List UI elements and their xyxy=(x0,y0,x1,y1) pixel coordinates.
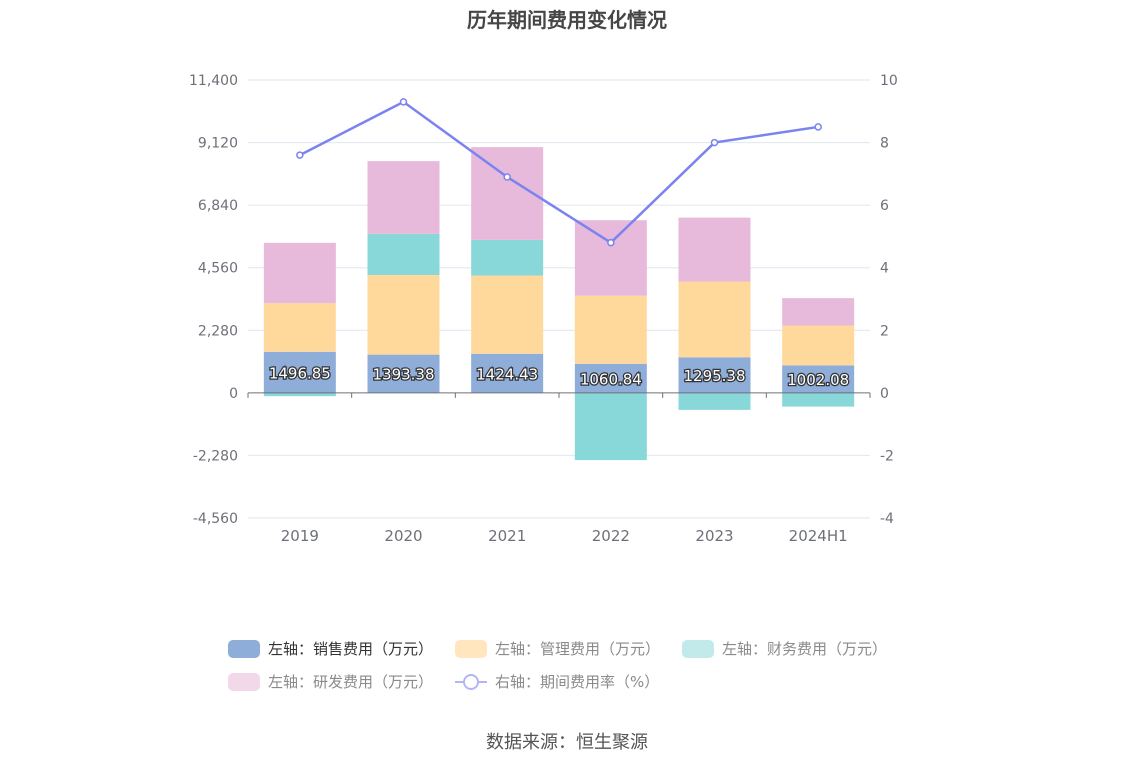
rate-point xyxy=(607,238,615,247)
legend-item-rnd[interactable]: 左轴：研发费用（万元） xyxy=(228,671,433,692)
bar-segment xyxy=(782,392,855,407)
left-axis-tick-label: 0 xyxy=(229,386,238,402)
bar-data-label: 1393.38 xyxy=(372,366,434,384)
chart-title: 历年期间费用变化情况 xyxy=(467,8,667,32)
data-source-note: 数据来源：恒生聚源 xyxy=(486,732,648,753)
bar-segment xyxy=(263,303,336,352)
right-axis-tick-label: 10 xyxy=(880,73,898,89)
legend-label-finance: 左轴：财务费用（万元） xyxy=(722,640,888,658)
bar-segment xyxy=(471,275,544,354)
x-axis-category-label: 2021 xyxy=(488,527,526,545)
left-axis-tick-label: 9,120 xyxy=(198,136,238,152)
grid-lines xyxy=(248,79,870,519)
legend-item-admin[interactable]: 左轴：管理费用（万元） xyxy=(455,638,660,659)
legend-swatch-finance xyxy=(682,639,715,658)
bar-data-label: 1295.38 xyxy=(683,367,745,385)
legend-label-rate: 右轴：期间费用率（%） xyxy=(495,673,660,691)
bar-segment xyxy=(471,239,544,276)
bar-segment xyxy=(367,275,440,355)
right-axis-tick-label: 8 xyxy=(880,136,889,152)
bar-segment xyxy=(782,298,855,326)
legend: 左轴：销售费用（万元） 左轴：管理费用（万元） 左轴：财务费用（万元） 左轴：研… xyxy=(228,632,928,698)
chart-canvas: 11,400 9,120 6,840 4,560 2,280 0 -2,280 -4,560 1… xyxy=(189,73,898,545)
bar-data-label: 1424.43 xyxy=(476,365,538,383)
legend-swatch-admin xyxy=(455,639,488,658)
rate-line-series xyxy=(296,98,822,247)
left-axis-tick-label: 4,560 xyxy=(198,261,238,277)
legend-line-circle-icon xyxy=(455,673,488,691)
legend-label-admin: 左轴：管理费用（万元） xyxy=(495,640,661,658)
legend-item-sales[interactable]: 左轴：销售费用（万元） xyxy=(228,638,433,659)
data-labels: 1496.85 1393.38 1424.43 1060.84 1295.38 1002.… xyxy=(268,363,851,390)
left-axis-tick-label: 11,400 xyxy=(189,73,238,89)
left-axis-tick-label: 2,280 xyxy=(198,323,238,339)
left-axis-tick-label: -4,560 xyxy=(193,511,238,527)
bar-segment xyxy=(782,365,855,393)
bar-segment xyxy=(678,357,751,393)
bar-data-label: 1496.85 xyxy=(269,364,331,382)
bar-data-label: 1002.08 xyxy=(787,371,849,389)
legend-row-2: 左轴：研发费用（万元） 右轴：期间费用率（%） xyxy=(228,665,928,698)
right-axis-tick-label: 4 xyxy=(880,261,889,277)
bar-series xyxy=(263,147,855,461)
rate-point xyxy=(814,123,822,131)
right-axis-tick-label: 2 xyxy=(880,323,889,339)
left-axis-tick-label: 6,840 xyxy=(198,198,238,214)
x-axis-category-label: 2019 xyxy=(281,527,319,545)
bar-segment xyxy=(574,220,647,296)
bar-segment xyxy=(367,354,440,393)
legend-label-rnd: 左轴：研发费用（万元） xyxy=(268,673,434,691)
x-axis-category-label: 2022 xyxy=(592,527,630,545)
right-axis-tick-label: 6 xyxy=(880,198,889,214)
bar-segment xyxy=(678,281,751,358)
right-axis-tick-label: 0 xyxy=(880,386,889,402)
bar-segment xyxy=(367,161,440,234)
legend-swatch-sales xyxy=(228,639,260,658)
bar-segment xyxy=(678,392,751,410)
bar-segment xyxy=(782,325,855,366)
bar-data-label: 1060.84 xyxy=(580,370,642,388)
x-axis-category-label: 2023 xyxy=(695,527,733,545)
bar-segment xyxy=(678,217,751,282)
legend-item-finance[interactable]: 左轴：财务费用（万元） xyxy=(682,638,887,659)
bar-segment xyxy=(263,242,336,304)
x-axis-category-label: 2020 xyxy=(384,527,422,545)
bar-segment xyxy=(574,363,647,393)
right-axis-tick-label: -4 xyxy=(880,511,894,527)
rate-point xyxy=(296,151,304,159)
legend-item-rate[interactable]: 右轴：期间费用率（%） xyxy=(455,671,659,692)
bar-segment xyxy=(471,353,544,393)
bar-segment xyxy=(574,295,647,364)
bar-segment xyxy=(574,392,647,461)
rate-line xyxy=(299,100,819,245)
rate-point xyxy=(399,98,408,106)
right-axis-tick-label: -2 xyxy=(880,448,894,464)
bar-segment xyxy=(367,233,440,276)
bar-segment xyxy=(263,392,336,397)
left-axis-tick-label: -2,280 xyxy=(193,448,238,464)
axes: 11,400 9,120 6,840 4,560 2,280 0 -2,280 -4,560 1… xyxy=(189,73,898,545)
bar-segment xyxy=(263,351,336,393)
rate-point xyxy=(710,138,719,147)
legend-swatch-rnd xyxy=(228,672,260,691)
x-axis-category-label: 2024H1 xyxy=(789,527,848,545)
legend-label-sales: 左轴：销售费用（万元） xyxy=(268,640,434,658)
rate-point xyxy=(503,173,511,181)
legend-row-1: 左轴：销售费用（万元） 左轴：管理费用（万元） 左轴：财务费用（万元） xyxy=(228,632,928,665)
